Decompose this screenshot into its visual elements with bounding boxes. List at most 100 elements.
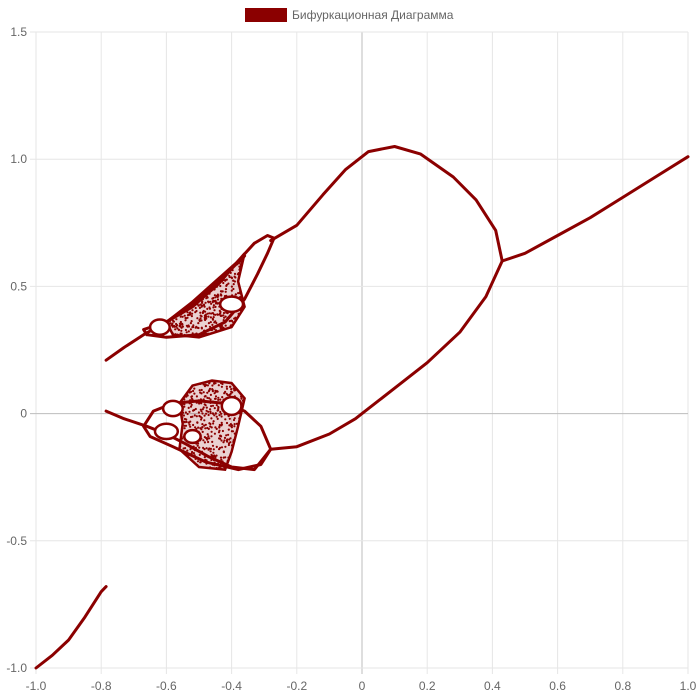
data-point (200, 327, 203, 330)
data-point (224, 279, 227, 282)
data-point (239, 263, 242, 266)
data-point (208, 437, 211, 440)
data-point (203, 314, 206, 317)
data-point (207, 413, 210, 417)
data-point (198, 450, 201, 453)
data-point (181, 310, 184, 313)
data-point (236, 273, 239, 276)
data-point (193, 387, 196, 390)
data-point (198, 295, 201, 298)
data-point (214, 382, 217, 385)
data-point (202, 446, 205, 449)
data-point (201, 426, 204, 429)
data-point (200, 410, 203, 413)
data-point (213, 392, 216, 395)
data-point (187, 444, 190, 447)
data-point (234, 387, 237, 390)
data-point (206, 312, 209, 315)
data-point (233, 432, 236, 435)
data-point (200, 402, 203, 405)
data-point (206, 384, 209, 387)
data-point (224, 324, 227, 327)
data-point (227, 456, 230, 459)
x-tick-label: 0 (359, 679, 366, 693)
data-point (189, 399, 192, 402)
data-point (210, 302, 213, 305)
data-point (212, 313, 215, 316)
data-point (176, 327, 179, 330)
data-point (202, 330, 205, 333)
data-point (209, 422, 212, 426)
data-point (240, 261, 243, 264)
data-point (217, 398, 220, 401)
data-point (220, 280, 224, 283)
data-point (213, 414, 216, 417)
data-point (227, 282, 230, 285)
data-point (237, 261, 241, 265)
data-point (213, 294, 216, 297)
data-point (216, 313, 219, 316)
data-point (209, 328, 212, 331)
data-point (212, 448, 215, 451)
data-point (201, 408, 204, 411)
data-point (214, 395, 218, 398)
data-point (213, 432, 216, 435)
data-point (210, 288, 213, 291)
data-point (201, 430, 204, 433)
data-point (194, 446, 197, 449)
data-point (199, 311, 202, 314)
data-point (205, 447, 208, 450)
data-point (196, 421, 199, 424)
data-point (230, 319, 234, 322)
data-point (199, 398, 202, 401)
data-point (168, 320, 171, 323)
data-point (220, 385, 223, 388)
data-point (184, 319, 187, 322)
data-point (221, 290, 224, 293)
data-point (208, 287, 211, 290)
x-tick-label: 0.6 (549, 679, 566, 693)
data-point (225, 421, 229, 425)
data-point (225, 392, 228, 395)
data-point (209, 410, 212, 413)
data-point (216, 390, 219, 393)
data-point (225, 439, 228, 442)
data-point (211, 412, 214, 415)
data-point (203, 414, 206, 417)
data-point (193, 392, 196, 395)
data-point (207, 435, 210, 438)
data-point (227, 443, 230, 447)
data-point (186, 455, 190, 458)
data-point (186, 316, 189, 319)
data-point (185, 306, 188, 309)
data-point (240, 397, 243, 400)
data-point (212, 451, 215, 454)
data-point (211, 440, 214, 443)
data-point (189, 313, 192, 316)
data-point (171, 319, 175, 322)
data-point (208, 312, 211, 315)
data-point (174, 328, 177, 331)
data-point (232, 387, 235, 390)
data-point (190, 395, 194, 398)
data-point (205, 406, 208, 409)
data-point (195, 309, 198, 313)
data-point (188, 423, 191, 426)
data-point (181, 437, 184, 440)
data-point (220, 458, 223, 461)
data-point (202, 439, 205, 442)
data-point (210, 405, 213, 408)
data-point (235, 422, 238, 425)
data-point (200, 450, 204, 453)
periodic-window (183, 428, 202, 445)
data-point (237, 283, 240, 286)
x-tick-label: -0.8 (91, 679, 112, 693)
data-point (211, 384, 214, 387)
legend[interactable]: Бифуркационная Диаграмма (245, 8, 454, 22)
data-point (215, 427, 218, 430)
data-point (212, 304, 215, 307)
data-point (230, 267, 233, 270)
data-point (230, 285, 233, 288)
data-point (195, 401, 198, 404)
data-point (211, 318, 215, 321)
